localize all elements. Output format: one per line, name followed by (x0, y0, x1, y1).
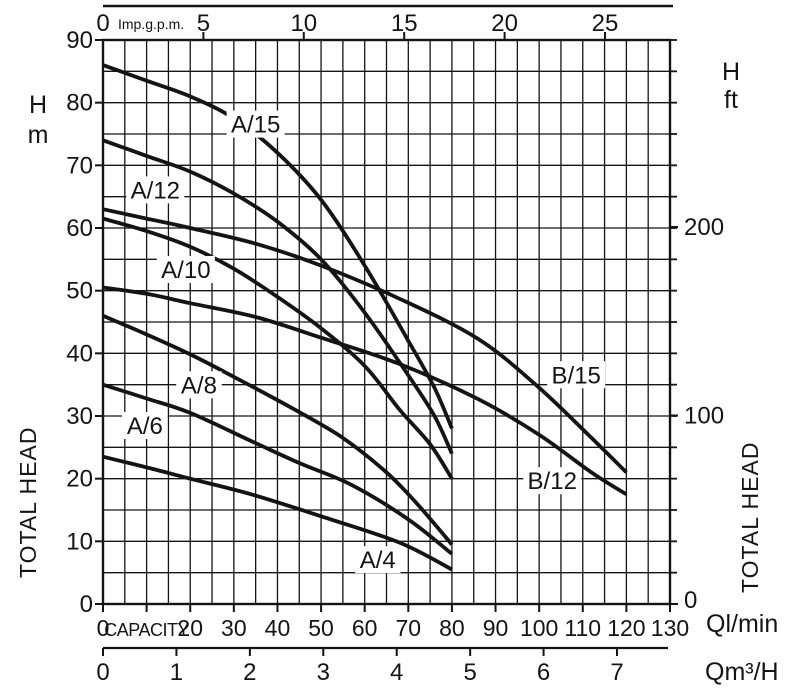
curve-label-mask (355, 546, 401, 574)
left-tick-label: 0 (80, 591, 93, 618)
top-gpm-tick-label: 15 (391, 10, 418, 37)
curve-label-a-15: A/15 (231, 112, 280, 139)
left-tick-label: 10 (66, 528, 93, 555)
bottom2-tick-label: 7 (610, 659, 623, 686)
bottom-tick-label: 120 (607, 615, 645, 641)
left-tick-label: 30 (66, 403, 93, 430)
curve-a-4 (102, 454, 453, 572)
curve-label-mask (226, 110, 285, 138)
grid-lines (103, 40, 670, 604)
left-axis-symbol: H (29, 91, 47, 119)
curve-label-mask (122, 412, 168, 440)
curve-label-b-15: B/15 (552, 362, 601, 389)
left-tick-label: 80 (66, 90, 93, 117)
curve-a-8 (102, 313, 454, 546)
curve-b-15 (102, 207, 628, 474)
top-axis-unit-label: Imp.g.p.m. (118, 16, 184, 32)
bottom-tick-label: 40 (265, 615, 291, 641)
curve-label-b-12: B/12 (528, 468, 577, 495)
pump-curves (102, 63, 628, 572)
axes-frame (95, 4, 678, 656)
right-axis-symbol: H (722, 58, 740, 86)
bottom-tick-label: 30 (221, 615, 247, 641)
bottom-tick-label: 100 (520, 615, 558, 641)
curve-label-a-10: A/10 (161, 257, 210, 284)
curve-a-6 (102, 382, 454, 556)
curve-b-12 (102, 285, 628, 496)
curve-label-a-6: A/6 (127, 413, 163, 440)
bottom2-tick-label: 5 (463, 659, 476, 686)
bottom2-tick-label: 4 (390, 659, 403, 686)
right-ft-tick-label: 100 (684, 403, 724, 430)
top-gpm-tick-label: 5 (197, 10, 210, 37)
curve-a-10 (102, 216, 454, 480)
bottom2-tick-label: 0 (96, 659, 109, 686)
curve-label-a-12: A/12 (131, 177, 180, 204)
left-tick-label: 50 (66, 278, 93, 305)
right-axis-unit: ft (724, 86, 738, 114)
top-gpm-tick-label: 20 (491, 10, 518, 37)
curve-label-mask (547, 361, 606, 389)
bottom2-tick-label: 2 (243, 659, 256, 686)
capacity-word-label: CAPACITY (104, 620, 189, 640)
bottom-tick-label: 70 (396, 615, 422, 641)
curve-a-15 (102, 63, 454, 430)
bottom-tick-label: 80 (439, 615, 465, 641)
bottom2-axis-unit-label: Qm³/H (705, 658, 779, 686)
bottom-tick-label: 20 (177, 615, 203, 641)
bottom-tick-label: 90 (483, 615, 509, 641)
bottom2-tick-label: 1 (170, 659, 183, 686)
bottom-axis-unit-label: Ql/min (706, 610, 778, 638)
left-tick-label: 70 (66, 152, 93, 179)
bottom-tick-label: 130 (651, 615, 689, 641)
right-axis-title: TOTAL HEAD (737, 442, 763, 593)
left-tick-label: 40 (66, 340, 93, 367)
curve-label-mask (176, 371, 222, 399)
top-gpm-tick-label: 10 (290, 10, 317, 37)
curve-label-mask (523, 467, 582, 495)
right-ft-tick-label: 0 (684, 587, 697, 614)
right-ft-tick-label: 200 (684, 214, 724, 241)
top-gpm-tick-label: 0 (96, 10, 109, 37)
bottom2-tick-label: 3 (317, 659, 330, 686)
left-axis-unit: m (28, 121, 49, 149)
bottom-tick-label: 60 (352, 615, 378, 641)
left-tick-label: 20 (66, 466, 93, 493)
curve-a-12 (102, 138, 454, 455)
left-tick-label: 90 (66, 27, 93, 54)
curve-label-mask (126, 176, 185, 204)
bottom-tick-label: 110 (564, 615, 601, 641)
bottom-tick-label: 0 (97, 615, 110, 641)
top-gpm-tick-label: 25 (592, 10, 619, 37)
curve-label-a-4: A/4 (360, 547, 396, 574)
left-axis-title: TOTAL HEAD (15, 427, 41, 578)
curve-label-a-8: A/8 (181, 372, 217, 399)
bottom2-tick-label: 6 (537, 659, 550, 686)
curve-labels: A/15 A/12 A/10 A/8 A/6 A/4 B/15 B/12 (122, 110, 606, 574)
bottom-tick-label: 50 (308, 615, 334, 641)
curve-label-mask (156, 255, 215, 283)
left-tick-label: 60 (66, 215, 93, 242)
